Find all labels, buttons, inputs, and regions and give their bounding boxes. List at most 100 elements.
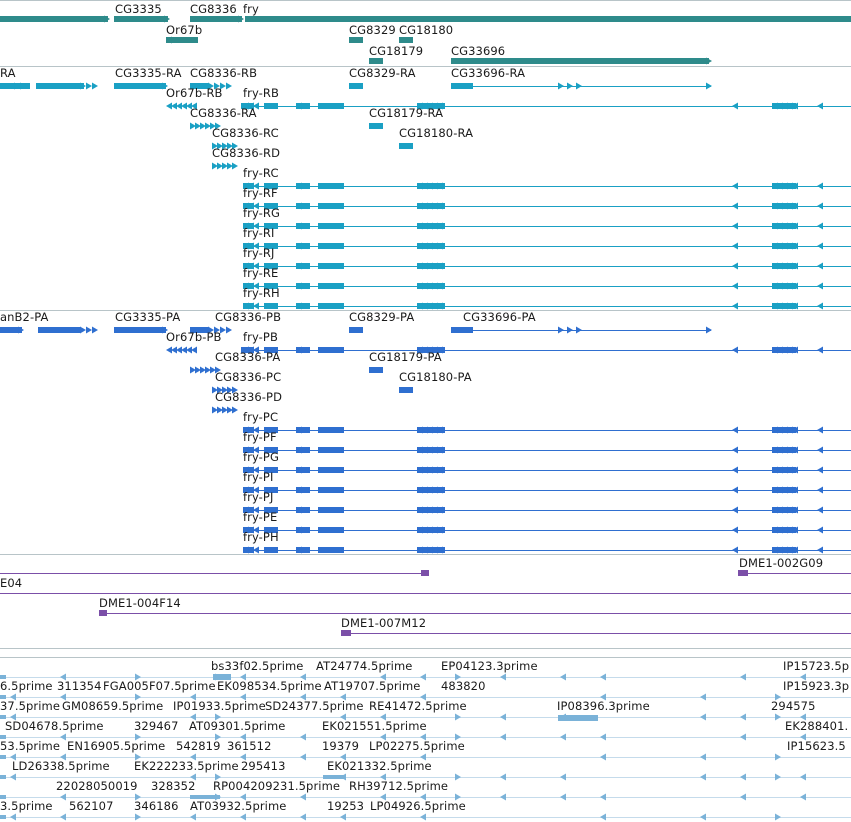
- feature-label[interactable]: CG8329-PA: [349, 310, 415, 324]
- feature-label[interactable]: CG8336: [190, 2, 237, 16]
- feature-label[interactable]: CG18180: [399, 23, 454, 37]
- feature-label[interactable]: fry-RG: [243, 206, 281, 220]
- feature-label[interactable]: Or67b-RB: [166, 86, 223, 100]
- est-label[interactable]: 329467: [134, 719, 179, 733]
- feature-label[interactable]: fry-PI: [243, 470, 274, 484]
- feature-label[interactable]: CG8336-PD: [215, 390, 283, 404]
- feature-label[interactable]: CG8336-RA: [190, 106, 257, 120]
- feature-label[interactable]: fry-PC: [243, 410, 279, 424]
- feature-label[interactable]: CG8336-RB: [190, 66, 258, 80]
- est-label[interactable]: EK021332.5prime: [327, 759, 432, 773]
- feature-label[interactable]: Or67b-PB: [166, 330, 222, 344]
- feature-label[interactable]: fry-PG: [243, 450, 279, 464]
- feature-label[interactable]: CG18180-PA: [399, 370, 472, 384]
- feature-label[interactable]: fry-PH: [243, 530, 279, 544]
- feature-label[interactable]: CG8329: [349, 23, 396, 37]
- strand-arrow: [732, 486, 738, 494]
- est-label[interactable]: 346186: [134, 799, 179, 813]
- est-label[interactable]: IP15923.3p: [783, 679, 850, 693]
- strand-arrow: [817, 182, 823, 190]
- est-label[interactable]: 542819: [176, 739, 221, 753]
- feature-label[interactable]: CG8336-RD: [212, 146, 281, 160]
- est-label[interactable]: SD04678.5prime: [5, 719, 104, 733]
- feature-label[interactable]: DME1-004F14: [99, 596, 181, 610]
- feature-label[interactable]: E04: [0, 576, 23, 590]
- feature-label[interactable]: fry-PJ: [243, 490, 274, 504]
- feature-label[interactable]: CG8336-PA: [215, 350, 281, 364]
- feature-label[interactable]: fry-RF: [243, 186, 278, 200]
- feature-label[interactable]: fry-RC: [243, 166, 279, 180]
- est-label[interactable]: IP15723.5p: [783, 659, 850, 673]
- feature-label[interactable]: CG3335: [115, 2, 162, 16]
- est-label[interactable]: IP15623.5: [787, 739, 846, 753]
- est-label[interactable]: 483820: [441, 679, 486, 693]
- feature-label[interactable]: CG8336-PB: [215, 310, 282, 324]
- feature-label[interactable]: fry-RH: [243, 286, 280, 300]
- est-label[interactable]: AT19707.5prime: [324, 679, 421, 693]
- est-label[interactable]: GM08659.5prime: [62, 699, 164, 713]
- feature-label[interactable]: CG18179-PA: [369, 350, 442, 364]
- feature-label[interactable]: DME1-007M12: [341, 616, 427, 630]
- est-label[interactable]: 53.5prime: [0, 739, 61, 753]
- feature-label[interactable]: fry-PE: [243, 510, 278, 524]
- track-separator: [0, 0, 851, 1]
- est-label[interactable]: IP08396.3prime: [557, 699, 650, 713]
- feature-label[interactable]: fry-PB: [243, 330, 278, 344]
- feature-label[interactable]: CG8336-RC: [212, 126, 279, 140]
- feature-label[interactable]: CG3335-PA: [115, 310, 181, 324]
- est-label[interactable]: FGA005F07.5prime: [103, 679, 216, 693]
- est-label[interactable]: EK021551.5prime: [322, 719, 427, 733]
- feature-label[interactable]: CG18179: [369, 44, 424, 58]
- transcript-intron: [243, 266, 851, 267]
- est-label[interactable]: LP04926.5prime: [370, 799, 466, 813]
- est-label[interactable]: RP004209231.5prime: [213, 779, 341, 793]
- feature-label[interactable]: CG8336-PC: [215, 370, 282, 384]
- est-label[interactable]: 294575: [771, 699, 816, 713]
- est-label[interactable]: SD24377.5prime: [265, 699, 364, 713]
- feature-label[interactable]: CG33696-PA: [463, 310, 536, 324]
- exon: [264, 447, 278, 453]
- est-label[interactable]: RE41472.5prime: [369, 699, 467, 713]
- feature-label[interactable]: CG18180-RA: [399, 126, 474, 140]
- est-label[interactable]: EK222233.5prime: [134, 759, 239, 773]
- est-label[interactable]: EK288401.: [785, 719, 849, 733]
- est-label[interactable]: 6.5prime: [0, 679, 53, 693]
- feature-label[interactable]: fry-RJ: [243, 246, 275, 260]
- feature-label[interactable]: fry: [243, 2, 259, 16]
- feature-label[interactable]: fry-RI: [243, 226, 275, 240]
- est-label[interactable]: 19253: [327, 799, 365, 813]
- feature-label[interactable]: fry-RE: [243, 266, 279, 280]
- est-label[interactable]: EP04123.3prime: [441, 659, 538, 673]
- feature-label[interactable]: Or67b: [166, 23, 203, 37]
- est-label[interactable]: AT24774.5prime: [316, 659, 413, 673]
- est-label[interactable]: EK098534.5prime: [217, 679, 322, 693]
- est-label[interactable]: 19379: [322, 739, 360, 753]
- est-label[interactable]: AT03932.5prime: [190, 799, 287, 813]
- est-label[interactable]: LD26338.5prime: [12, 759, 110, 773]
- feature-label[interactable]: CG3335-RA: [115, 66, 182, 80]
- feature-label[interactable]: fry-PF: [243, 430, 277, 444]
- est-label[interactable]: 37.5prime: [0, 699, 61, 713]
- est-label[interactable]: 328352: [151, 779, 196, 793]
- est-label[interactable]: 311354: [57, 679, 102, 693]
- est-label[interactable]: 3.5prime: [0, 799, 53, 813]
- est-label[interactable]: bs33f02.5prime: [211, 659, 304, 673]
- feature-label[interactable]: CG18179-RA: [369, 106, 444, 120]
- est-label[interactable]: RH39712.5prime: [349, 779, 449, 793]
- est-label[interactable]: EN16905.5prime: [67, 739, 166, 753]
- feature-label[interactable]: DME1-002G09: [739, 556, 824, 570]
- feature-label[interactable]: CG8329-RA: [349, 66, 416, 80]
- est-label[interactable]: LP02275.5prime: [369, 739, 465, 753]
- est-label[interactable]: 22028050019: [56, 779, 138, 793]
- est-label[interactable]: 361512: [227, 739, 272, 753]
- feature-label[interactable]: fry-RB: [243, 86, 280, 100]
- feature-label[interactable]: CG33696: [451, 44, 506, 58]
- feature-label[interactable]: RA: [0, 66, 16, 80]
- feature-label[interactable]: anB2-PA: [0, 310, 49, 324]
- est-label[interactable]: 562107: [69, 799, 114, 813]
- est-label[interactable]: IP01933.5prime: [173, 699, 266, 713]
- feature-label[interactable]: CG33696-RA: [451, 66, 526, 80]
- est-label[interactable]: AT09301.5prime: [189, 719, 286, 733]
- est-label[interactable]: 295413: [241, 759, 286, 773]
